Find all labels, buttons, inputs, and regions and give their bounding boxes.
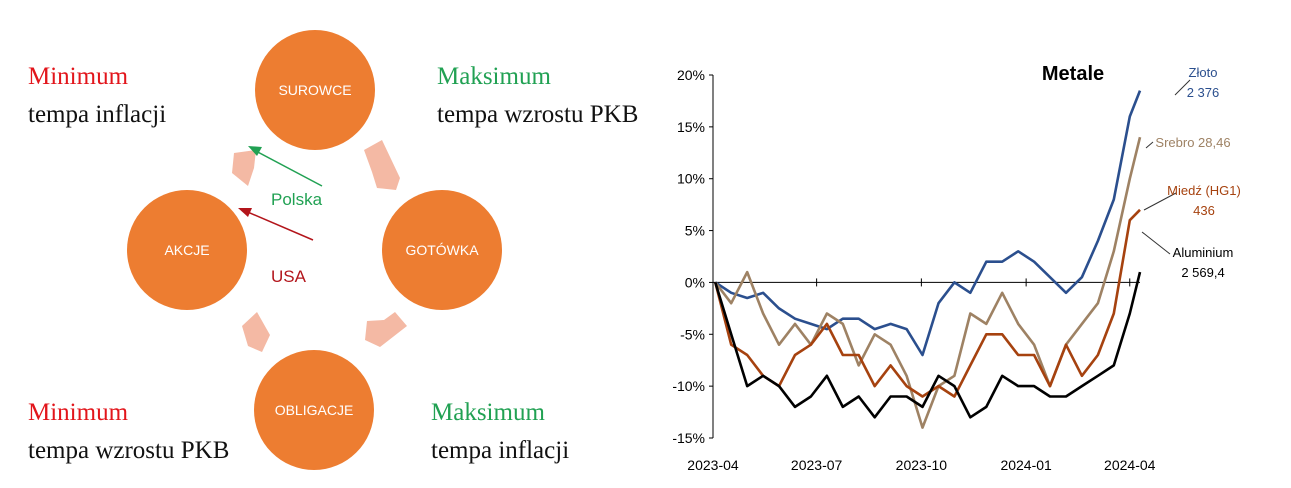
series-label-leader-miedz: [1143, 192, 1177, 211]
y-tick-label: -15%: [672, 430, 705, 446]
poland-pointer-line: [253, 149, 323, 187]
x-tick-label: 2024-01: [1000, 457, 1052, 473]
series-label-zloto: Złoto: [1189, 65, 1218, 80]
x-tick-label: 2023-07: [791, 457, 843, 473]
series-line-zloto: [714, 90, 1142, 357]
arrow-left-to-top: [232, 150, 256, 186]
node-label-right: GOTÓWKA: [405, 242, 479, 258]
series-label-leader-zloto: [1174, 79, 1191, 96]
corner-bottom-right-text: tempa inflacji: [431, 437, 569, 464]
arrow-bottom-to-left: [242, 312, 270, 352]
corner-bottom-right-title: Maksimum: [431, 399, 545, 426]
corner-top-left-title: Minimum: [28, 63, 129, 90]
node-circle-top: [255, 30, 375, 150]
y-tick-label: 20%: [677, 67, 705, 83]
corner-bottom-left-title: Minimum: [28, 399, 129, 426]
series-label-leader-aluminium: [1141, 231, 1171, 255]
y-tick-label: -10%: [672, 378, 705, 394]
series-label-aluminium: 2 569,4: [1181, 265, 1224, 280]
series-label-srebro: Srebro 28,46: [1155, 135, 1230, 150]
y-tick-label: 15%: [677, 119, 705, 135]
x-tick-label: 2023-04: [687, 457, 739, 473]
arrow-right-to-bottom: [365, 312, 407, 347]
chart-axes: -15% -10% -5% 0% 5% 10% 15% 20% 2023-04 2023-07 20…: [672, 67, 1155, 473]
poland-pointer-head: [248, 146, 262, 156]
node-circle-right: [382, 190, 502, 310]
series-label-zloto: 2 376: [1187, 85, 1220, 100]
node-circle-bottom: [254, 350, 374, 470]
chart-labels-group: Złoto 2 376 Srebro 28,46 Miedź (HG1) 436 Alum…: [1141, 65, 1241, 280]
x-tick-label: 2024-04: [1104, 457, 1156, 473]
node-circle-left: [127, 190, 247, 310]
usa-pointer-line: [242, 209, 314, 241]
node-label-bottom: OBLIGACJE: [275, 402, 354, 418]
usa-label: USA: [271, 267, 307, 286]
x-tick-label: 2023-10: [896, 457, 948, 473]
investment-clock-diagram: SUROWCE GOTÓWKA OBLIGACJE AKCJE Polska U…: [28, 30, 638, 470]
series-label-aluminium: Aluminium: [1173, 245, 1234, 260]
chart-series-group: [714, 90, 1142, 429]
usa-pointer-head: [238, 208, 252, 217]
chart-title: Metale: [1042, 63, 1104, 85]
y-tick-label: 0%: [685, 274, 705, 290]
y-tick-label: 10%: [677, 171, 705, 187]
node-label-top: SUROWCE: [278, 82, 351, 98]
y-tick-label: 5%: [685, 223, 705, 239]
series-label-miedz: 436: [1193, 203, 1215, 218]
cycle-arrows: [232, 140, 407, 352]
series-line-aluminium: [714, 271, 1142, 419]
arrow-top-to-right: [364, 140, 400, 190]
corner-top-left-text: tempa inflacji: [28, 101, 166, 128]
corner-bottom-left-text: tempa wzrostu PKB: [28, 437, 229, 464]
poland-label: Polska: [271, 190, 323, 209]
corner-top-right-title: Maksimum: [437, 63, 551, 90]
series-label-miedz: Miedź (HG1): [1167, 183, 1241, 198]
node-label-left: AKCJE: [164, 242, 209, 258]
y-tick-label: -5%: [680, 326, 705, 342]
series-line-srebro: [714, 136, 1142, 429]
series-label-leader-srebro: [1145, 141, 1154, 149]
series-line-miedz: [714, 208, 1141, 398]
metals-line-chart: -15% -10% -5% 0% 5% 10% 15% 20% 2023-04 2023-07 20…: [672, 63, 1241, 473]
corner-top-right-text: tempa wzrostu PKB: [437, 101, 638, 128]
